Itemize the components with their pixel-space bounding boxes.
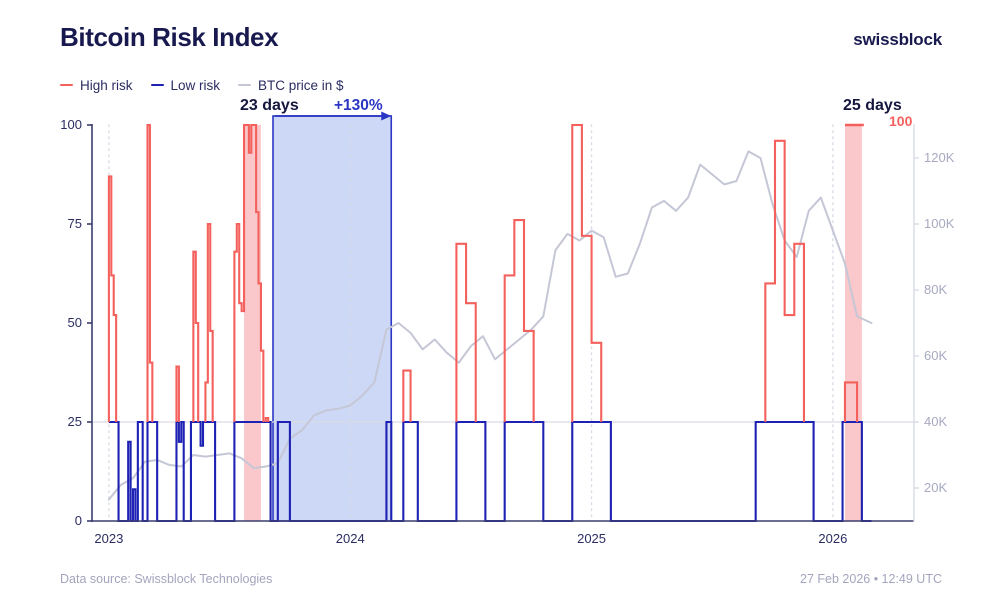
legend-line-icon	[60, 83, 73, 87]
x-axis-label-2026: 2026	[818, 531, 848, 546]
legend-line-icon	[150, 83, 164, 87]
annotation-plus-130-percent: +130%	[334, 97, 383, 114]
annotation-23-days: 23 days	[240, 97, 299, 114]
annotation-25-days: 25 days	[843, 97, 902, 114]
shaded-region-rally-band	[272, 115, 393, 522]
x-axis-label-2024: 2024	[335, 531, 365, 546]
x-axis-label-2025: 2025	[577, 531, 607, 546]
footer-timestamp: 27 Feb 2026 • 12:49 UTC	[800, 572, 942, 586]
legend-low-risk[interactable]: Low risk	[150, 77, 221, 93]
y-axis-right-label-60K: 60K	[924, 348, 948, 363]
shaded-region-high-risk-band-2	[844, 125, 862, 521]
y-axis-left-label-75: 75	[67, 216, 82, 231]
series-btc-price-line	[107, 150, 873, 501]
legend-high-risk[interactable]: High risk	[60, 78, 133, 93]
y-axis-left-label-50: 50	[67, 315, 82, 330]
legend-line-icon	[238, 83, 252, 87]
series-high-risk-line	[107, 123, 859, 422]
legend: High risk Low risk BTC price in $	[60, 76, 344, 94]
y-axis-left-label-0: 0	[74, 513, 82, 528]
brand-logo: swissblock	[853, 30, 942, 49]
annotation-risk-100: 100	[889, 113, 913, 129]
legend-low-risk-label: Low risk	[170, 77, 221, 93]
y-axis-right-label-100K: 100K	[924, 216, 955, 231]
y-axis-left-label-25: 25	[67, 414, 82, 429]
y-axis-right-label-20K: 20K	[924, 480, 948, 495]
legend-high-risk-label: High risk	[80, 77, 133, 93]
x-axis-label-2023: 2023	[94, 531, 124, 546]
page-title: Bitcoin Risk Index	[60, 22, 279, 52]
legend-btc-price-label: BTC price in $	[258, 77, 344, 93]
shaded-region-high-risk-band-1	[244, 125, 261, 521]
y-axis-left-label-100: 100	[60, 117, 82, 132]
y-axis-right-label-120K: 120K	[924, 150, 955, 165]
y-axis-right-label-40K: 40K	[924, 414, 948, 429]
footer-data-source: Data source: Swissblock Technologies	[60, 572, 273, 586]
header: Bitcoin Risk Index swissblock	[0, 0, 1000, 66]
series-low-risk-line	[108, 420, 872, 523]
legend-btc-price[interactable]: BTC price in $	[238, 78, 344, 93]
y-axis-right-label-80K: 80K	[924, 282, 948, 297]
